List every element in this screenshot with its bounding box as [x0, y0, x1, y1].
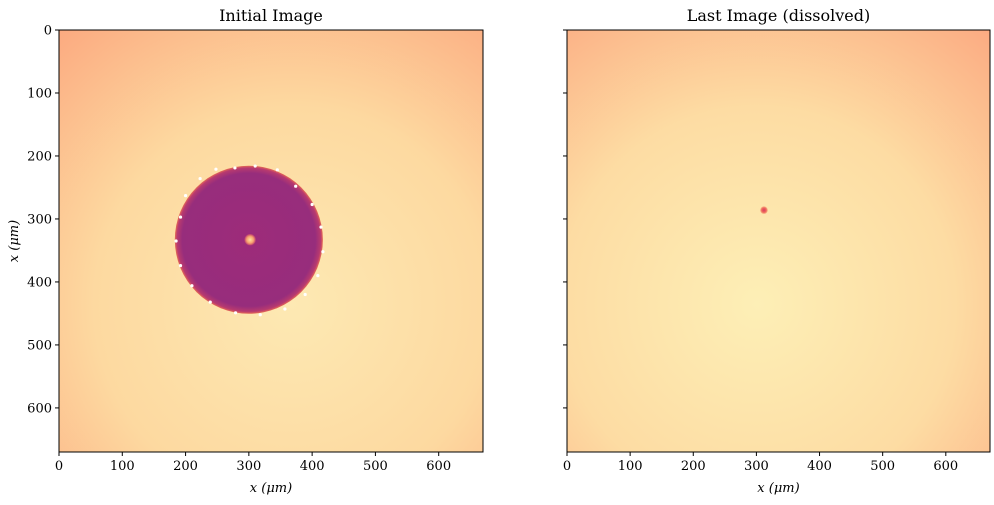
image-area — [59, 30, 483, 452]
panel-title: Initial Image — [219, 6, 323, 25]
image-area — [567, 30, 990, 452]
edge-marker-point — [178, 215, 183, 219]
edge-marker-point — [294, 184, 298, 188]
x-axis-label: x (μm) — [757, 481, 799, 496]
central-bright-spot — [244, 234, 256, 246]
edge-marker-point — [275, 168, 279, 172]
edge-marker-point — [283, 307, 287, 311]
y-tick-label: 200 — [27, 149, 52, 164]
y-tick-label: 300 — [27, 212, 52, 227]
edge-marker-point — [198, 177, 202, 181]
axes-frame — [566, 29, 991, 453]
last-image-panel: Last Image (dissolved) 0 100 200 300 400 500 60… — [563, 6, 991, 496]
edge-marker-point — [319, 225, 323, 229]
x-tick-label: 500 — [363, 459, 388, 474]
x-tick-label: 600 — [933, 459, 958, 474]
x-axis-label: x (μm) — [250, 481, 292, 496]
x-tick-label: 0 — [563, 459, 571, 474]
y-tick-label: 500 — [27, 338, 52, 353]
edge-marker-point — [321, 250, 325, 254]
edge-marker-point — [316, 274, 320, 278]
x-tick-label: 600 — [426, 459, 451, 474]
x-tick-label: 300 — [236, 459, 261, 474]
y-tick-label: 400 — [27, 275, 52, 290]
edge-marker-point — [183, 194, 188, 198]
x-tick-label: 300 — [744, 459, 769, 474]
edge-marker-point — [253, 164, 257, 168]
x-tick-label: 100 — [110, 459, 135, 474]
x-tick-label: 100 — [618, 459, 643, 474]
edge-marker-point — [214, 167, 218, 171]
edge-marker-point — [190, 284, 194, 288]
x-tick-label: 400 — [300, 459, 325, 474]
panel-title: Last Image (dissolved) — [687, 6, 870, 25]
edge-marker-point — [233, 166, 237, 170]
y-tick-label: 0 — [44, 24, 52, 39]
initial-image-panel: Initial Image 0 100 200 300 400 500 600 0 100 200 3… — [7, 6, 484, 496]
edge-marker-point — [258, 313, 262, 317]
x-tick-label: 200 — [681, 459, 706, 474]
y-tick-label: 600 — [27, 401, 52, 416]
edge-marker-point — [303, 292, 307, 297]
x-tick-label: 200 — [173, 459, 198, 474]
edge-marker-point — [174, 239, 178, 243]
y-axis-label: x (μm) — [7, 220, 22, 262]
edge-marker-point — [310, 202, 314, 207]
axes-frame — [58, 29, 484, 453]
edge-marker-point — [178, 263, 183, 268]
residual-spot — [760, 206, 768, 214]
x-tick-label: 400 — [807, 459, 832, 474]
edge-marker-point — [233, 311, 238, 315]
x-tick-label: 500 — [870, 459, 895, 474]
edge-marker-point — [208, 300, 212, 304]
y-tick-label: 100 — [27, 86, 52, 101]
x-tick-label: 0 — [55, 459, 63, 474]
image-background — [567, 30, 990, 452]
